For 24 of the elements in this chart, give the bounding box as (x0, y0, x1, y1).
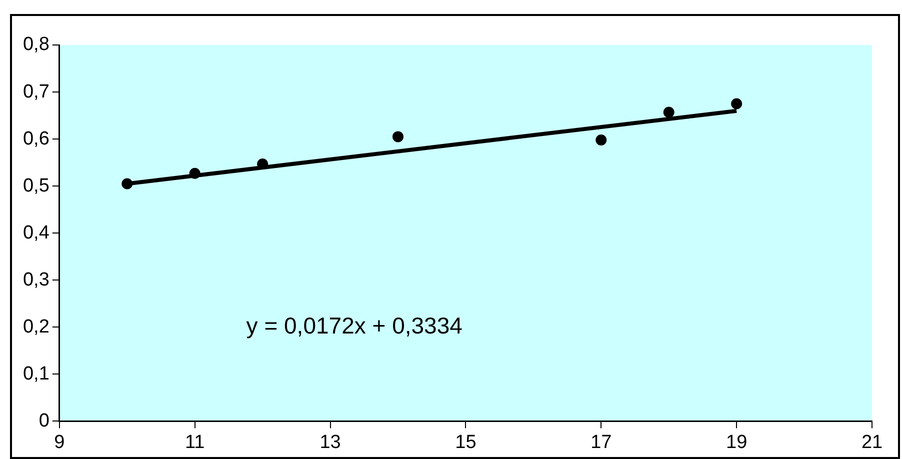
y-tick-label: 0 (38, 410, 50, 432)
y-tick-label: 0,3 (22, 269, 50, 290)
point (731, 98, 742, 110)
annotation: y = 0,0172x + 0,3334 (246, 312, 463, 338)
y-tick-label: 0,8 (22, 34, 50, 56)
y-tick-label: 0,7 (22, 81, 50, 102)
y-tick-label: 0,5 (22, 175, 50, 196)
y-tick-label: 0,4 (22, 222, 50, 244)
point (122, 178, 133, 190)
x-tick-label: 19 (726, 432, 748, 453)
point (596, 134, 607, 146)
x-tick-label: 9 (54, 432, 65, 453)
point (189, 168, 200, 179)
point (392, 131, 404, 142)
y-tick-label: 0,2 (22, 316, 50, 338)
y-tick-label: 0,6 (22, 128, 50, 150)
point (257, 158, 268, 170)
x-tick-label: 11 (184, 432, 205, 453)
x-tick-label: 17 (590, 432, 612, 453)
x-tick-label: 13 (320, 432, 341, 453)
y-tick-label: 0,1 (22, 363, 50, 384)
point (663, 106, 674, 118)
x-tick-label: 21 (861, 432, 883, 453)
x-tick-label: 15 (455, 432, 476, 453)
